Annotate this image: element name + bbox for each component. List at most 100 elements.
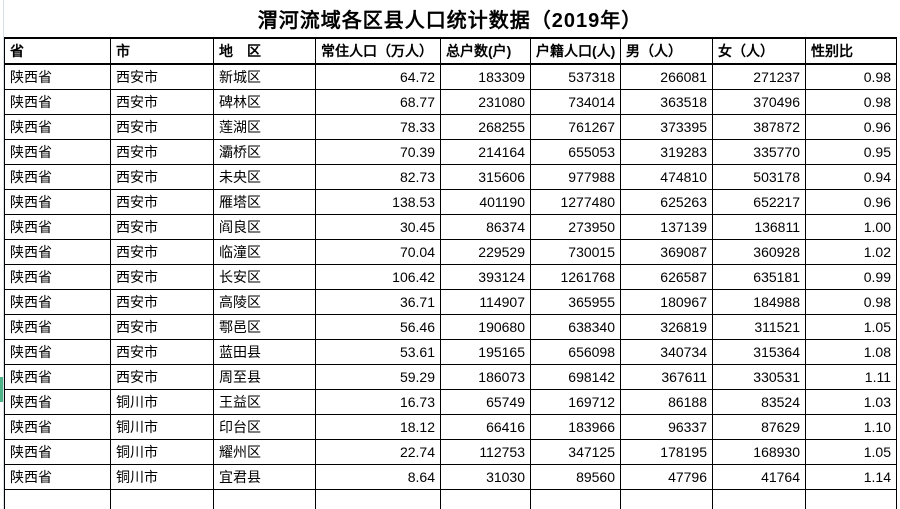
table-cell[interactable]: 长安区: [213, 263, 316, 290]
table-cell[interactable]: 西安市: [110, 188, 214, 215]
table-cell[interactable]: 370496: [712, 88, 806, 115]
table-cell[interactable]: 18.12: [315, 413, 441, 440]
table-cell[interactable]: 41764: [712, 463, 806, 490]
table-cell[interactable]: 393124: [440, 263, 531, 290]
table-cell[interactable]: 陕西省: [4, 413, 111, 440]
table-cell-empty[interactable]: [620, 488, 713, 509]
table-cell[interactable]: 西安市: [110, 138, 214, 165]
table-cell[interactable]: 陕西省: [4, 238, 111, 265]
table-cell[interactable]: 陕西省: [4, 163, 111, 190]
table-cell[interactable]: 96337: [620, 413, 713, 440]
table-cell[interactable]: 31030: [440, 463, 531, 490]
table-cell[interactable]: 36.71: [315, 288, 441, 315]
table-cell[interactable]: 1.14: [805, 463, 897, 490]
table-cell[interactable]: 168930: [712, 438, 806, 465]
table-cell-empty[interactable]: [110, 488, 214, 509]
table-cell[interactable]: 王益区: [213, 388, 316, 415]
table-cell[interactable]: 977988: [530, 163, 621, 190]
table-cell[interactable]: 503178: [712, 163, 806, 190]
table-cell[interactable]: 47796: [620, 463, 713, 490]
column-header[interactable]: 女（人）: [712, 37, 806, 65]
table-cell[interactable]: 53.61: [315, 338, 441, 365]
table-cell[interactable]: 183966: [530, 413, 621, 440]
table-cell[interactable]: 474810: [620, 163, 713, 190]
table-cell[interactable]: 宜君县: [213, 463, 316, 490]
table-cell[interactable]: 西安市: [110, 313, 214, 340]
table-cell[interactable]: 652217: [712, 188, 806, 215]
table-cell[interactable]: 315364: [712, 338, 806, 365]
table-cell[interactable]: 铜川市: [110, 413, 214, 440]
table-cell[interactable]: 138.53: [315, 188, 441, 215]
table-cell[interactable]: 西安市: [110, 163, 214, 190]
column-header[interactable]: 市: [110, 37, 214, 65]
table-cell[interactable]: 铜川市: [110, 438, 214, 465]
table-cell[interactable]: 59.29: [315, 363, 441, 390]
table-cell[interactable]: 180967: [620, 288, 713, 315]
table-cell[interactable]: 陕西省: [4, 463, 111, 490]
table-cell[interactable]: 330531: [712, 363, 806, 390]
table-cell[interactable]: 陕西省: [4, 363, 111, 390]
table-cell[interactable]: 陕西省: [4, 438, 111, 465]
table-cell[interactable]: 1.08: [805, 338, 897, 365]
table-cell[interactable]: 陕西省: [4, 63, 111, 90]
table-cell[interactable]: 周至县: [213, 363, 316, 390]
table-cell[interactable]: 112753: [440, 438, 531, 465]
table-cell[interactable]: 西安市: [110, 213, 214, 240]
table-cell[interactable]: 229529: [440, 238, 531, 265]
table-cell[interactable]: 360928: [712, 238, 806, 265]
table-cell[interactable]: 陕西省: [4, 213, 111, 240]
table-cell[interactable]: 183309: [440, 63, 531, 90]
column-header[interactable]: 常住人口（万人）: [315, 37, 441, 65]
table-cell[interactable]: 16.73: [315, 388, 441, 415]
table-cell[interactable]: 89560: [530, 463, 621, 490]
table-cell[interactable]: 537318: [530, 63, 621, 90]
table-cell[interactable]: 陕西省: [4, 288, 111, 315]
table-cell[interactable]: 315606: [440, 163, 531, 190]
table-cell[interactable]: 陕西省: [4, 388, 111, 415]
table-cell-empty[interactable]: [440, 488, 531, 509]
table-cell[interactable]: 0.95: [805, 138, 897, 165]
table-cell[interactable]: 266081: [620, 63, 713, 90]
table-cell[interactable]: 1.00: [805, 213, 897, 240]
table-cell[interactable]: 新城区: [213, 63, 316, 90]
table-cell[interactable]: 401190: [440, 188, 531, 215]
table-cell[interactable]: 陕西省: [4, 188, 111, 215]
table-cell[interactable]: 西安市: [110, 238, 214, 265]
table-cell-empty[interactable]: [805, 488, 897, 509]
table-cell[interactable]: 319283: [620, 138, 713, 165]
table-cell[interactable]: 1.02: [805, 238, 897, 265]
table-cell[interactable]: 西安市: [110, 338, 214, 365]
table-cell[interactable]: 87629: [712, 413, 806, 440]
column-header[interactable]: 省: [4, 37, 111, 65]
table-cell[interactable]: 0.96: [805, 113, 897, 140]
table-cell[interactable]: 268255: [440, 113, 531, 140]
table-cell[interactable]: 0.98: [805, 63, 897, 90]
table-cell[interactable]: 陕西省: [4, 138, 111, 165]
column-header[interactable]: 户籍人口(人): [530, 37, 621, 65]
table-cell[interactable]: 326819: [620, 313, 713, 340]
table-cell[interactable]: 0.99: [805, 263, 897, 290]
table-cell[interactable]: 169712: [530, 388, 621, 415]
table-cell[interactable]: 雁塔区: [213, 188, 316, 215]
table-cell[interactable]: 638340: [530, 313, 621, 340]
table-cell[interactable]: 86188: [620, 388, 713, 415]
table-cell[interactable]: 114907: [440, 288, 531, 315]
table-cell[interactable]: 印台区: [213, 413, 316, 440]
table-cell[interactable]: 陕西省: [4, 88, 111, 115]
table-cell[interactable]: 1.11: [805, 363, 897, 390]
table-cell[interactable]: 387872: [712, 113, 806, 140]
table-cell[interactable]: 1261768: [530, 263, 621, 290]
table-cell[interactable]: 64.72: [315, 63, 441, 90]
table-cell[interactable]: 0.96: [805, 188, 897, 215]
table-cell[interactable]: 761267: [530, 113, 621, 140]
table-cell-empty[interactable]: [712, 488, 806, 509]
table-cell[interactable]: 65749: [440, 388, 531, 415]
table-cell[interactable]: 626587: [620, 263, 713, 290]
table-cell[interactable]: 698142: [530, 363, 621, 390]
table-cell[interactable]: 367611: [620, 363, 713, 390]
table-cell[interactable]: 369087: [620, 238, 713, 265]
table-cell[interactable]: 西安市: [110, 88, 214, 115]
table-cell[interactable]: 0.94: [805, 163, 897, 190]
table-cell-empty[interactable]: [530, 488, 621, 509]
table-cell[interactable]: 340734: [620, 338, 713, 365]
